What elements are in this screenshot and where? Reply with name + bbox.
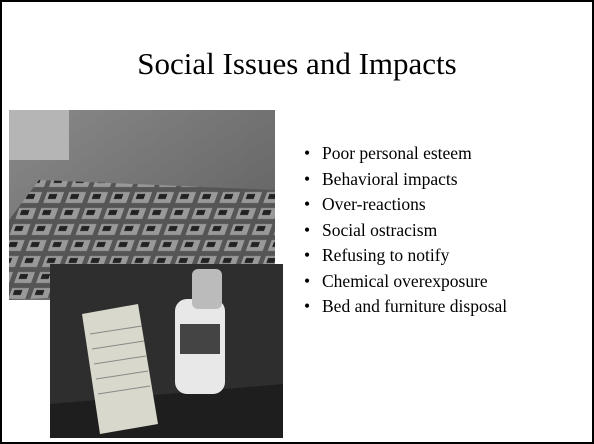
slide: Social Issues and Impacts Poor pe <box>0 0 594 444</box>
bullet-item: Poor personal esteem <box>302 142 532 164</box>
bullet-item: Over-reactions <box>302 193 532 215</box>
bullet-item: Social ostracism <box>302 219 532 241</box>
bullet-list: Poor personal esteem Behavioral impacts Ov… <box>302 142 532 321</box>
bullet-item: Refusing to notify <box>302 244 532 266</box>
bullet-item: Chemical overexposure <box>302 270 532 292</box>
bullet-item: Behavioral impacts <box>302 168 532 190</box>
bullet-item: Bed and furniture disposal <box>302 295 532 317</box>
bottle-photo <box>50 264 283 438</box>
slide-title: Social Issues and Impacts <box>2 46 592 82</box>
